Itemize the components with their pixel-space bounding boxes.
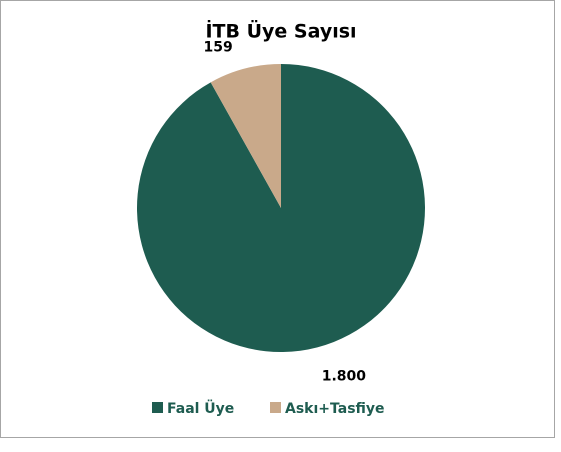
legend-label: Askı+Tasfiye	[285, 401, 385, 417]
value-label: 1.800	[322, 369, 367, 385]
legend-swatch	[152, 402, 163, 413]
value-label: 159	[204, 39, 233, 55]
pie-slice	[137, 64, 426, 352]
pie-slice	[210, 64, 281, 208]
chart-title: İTB Üye Sayısı	[205, 19, 356, 43]
legend-swatch	[270, 402, 281, 413]
legend-label: Faal Üye	[167, 399, 234, 417]
